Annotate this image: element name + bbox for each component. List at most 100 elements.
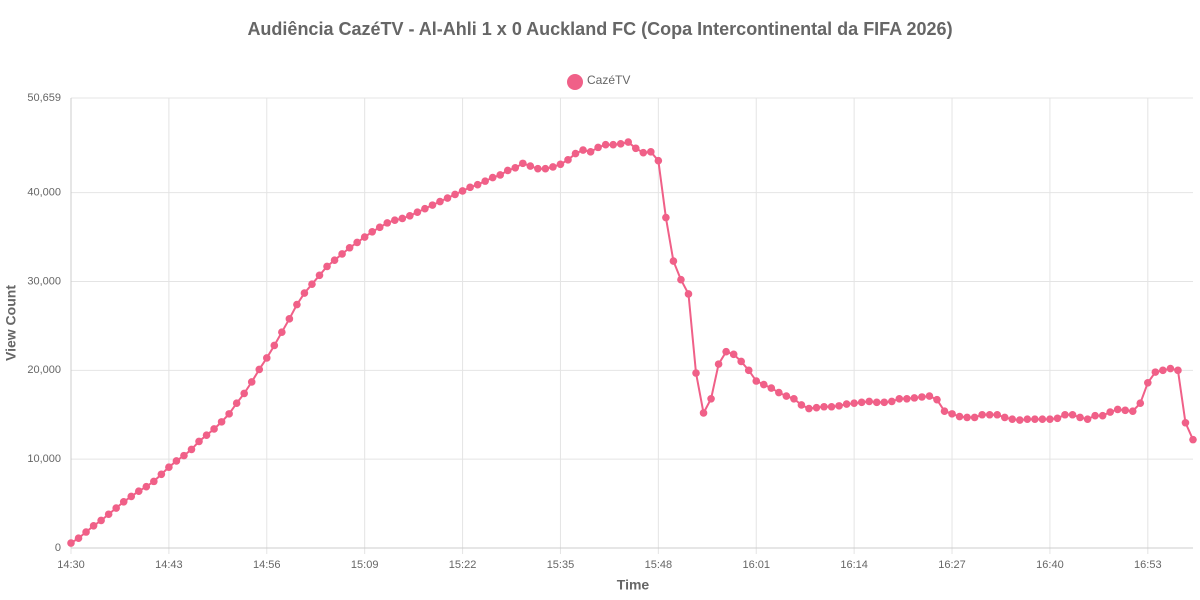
- data-point: [940, 407, 949, 416]
- y-tick-label: 30,000: [27, 275, 61, 287]
- data-point: [300, 289, 309, 297]
- y-tick-label: 40,000: [27, 187, 61, 199]
- data-point: [985, 410, 994, 419]
- data-point: [571, 149, 580, 158]
- data-point: [805, 404, 813, 413]
- data-point: [1136, 399, 1145, 408]
- data-point: [97, 516, 105, 525]
- data-point: [677, 275, 685, 284]
- series-line: [70, 140, 1194, 544]
- data-point: [978, 410, 986, 419]
- x-axis-label: Time: [617, 577, 650, 593]
- data-point: [744, 366, 753, 375]
- data-point: [1053, 414, 1062, 423]
- data-point: [172, 457, 181, 465]
- data-point: [609, 140, 617, 149]
- data-point: [827, 402, 836, 411]
- data-point: [1091, 411, 1099, 420]
- data-point: [104, 510, 113, 519]
- y-tick-label: 50,659: [27, 92, 61, 104]
- data-point: [714, 360, 723, 368]
- data-point: [360, 233, 369, 241]
- data-point: [119, 498, 128, 506]
- data-point: [1121, 406, 1130, 415]
- y-tick-label: 0: [55, 542, 61, 554]
- data-point: [390, 216, 399, 225]
- data-point: [217, 418, 226, 426]
- data-point: [782, 392, 791, 400]
- data-point: [368, 227, 377, 236]
- data-point: [541, 164, 550, 173]
- x-tick-label: 16:40: [1036, 559, 1064, 571]
- data-point: [112, 504, 120, 512]
- data-point: [157, 470, 166, 479]
- chart-title: Audiência CazéTV - Al-Ahli 1 x 0 Aucklan…: [247, 19, 952, 39]
- data-point: [345, 243, 354, 252]
- data-point: [262, 354, 271, 362]
- data-point: [323, 262, 331, 271]
- data-point: [511, 164, 520, 172]
- data-point: [232, 399, 241, 408]
- data-point: [247, 378, 256, 386]
- y-tick-label: 10,000: [27, 453, 61, 465]
- data-point: [669, 257, 678, 265]
- data-point: [1144, 378, 1152, 387]
- data-point: [1174, 366, 1182, 375]
- x-tick-label: 16:53: [1134, 559, 1162, 571]
- data-point: [918, 393, 926, 401]
- legend-marker: [567, 74, 583, 90]
- data-point: [662, 213, 670, 222]
- data-point: [737, 357, 745, 366]
- data-point: [1076, 413, 1084, 422]
- data-point: [910, 394, 919, 402]
- data-point: [1046, 415, 1054, 423]
- data-point: [127, 492, 136, 501]
- data-point: [865, 397, 874, 406]
- data-point: [338, 250, 346, 258]
- x-tick-label: 16:01: [742, 559, 770, 571]
- data-point: [503, 166, 512, 175]
- data-point: [1023, 415, 1032, 423]
- data-point: [993, 410, 1002, 419]
- data-point: [549, 163, 557, 171]
- data-point: [134, 487, 143, 495]
- data-point: [1038, 415, 1047, 423]
- data-point: [443, 194, 452, 202]
- data-point: [925, 392, 934, 400]
- data-point: [970, 413, 979, 422]
- data-point: [473, 180, 482, 189]
- data-point: [270, 341, 279, 350]
- data-point: [255, 365, 264, 374]
- x-tick-label: 15:35: [547, 559, 575, 571]
- data-point: [895, 394, 904, 403]
- data-point: [616, 140, 625, 148]
- data-point: [631, 144, 640, 153]
- data-point: [1068, 410, 1077, 419]
- data-point: [481, 177, 489, 185]
- data-point: [210, 425, 218, 433]
- data-point: [1159, 366, 1167, 375]
- x-tick-label: 14:43: [155, 559, 183, 571]
- data-point: [285, 315, 294, 323]
- data-point: [180, 451, 188, 460]
- data-point: [647, 148, 655, 156]
- data-point: [330, 256, 339, 264]
- data-point: [1181, 418, 1190, 427]
- data-point: [1166, 364, 1175, 373]
- data-point: [458, 187, 467, 195]
- data-point: [1113, 405, 1122, 414]
- data-point: [67, 539, 75, 547]
- data-point: [150, 477, 158, 486]
- data-point: [699, 409, 708, 417]
- data-point: [624, 138, 633, 146]
- x-tick-label: 15:48: [645, 559, 673, 571]
- data-point: [692, 369, 700, 377]
- data-point: [579, 146, 587, 154]
- data-point: [89, 521, 98, 530]
- data-point: [488, 173, 497, 182]
- x-tick-label: 14:56: [253, 559, 281, 571]
- x-tick-label: 16:14: [840, 559, 868, 571]
- data-point: [278, 328, 286, 336]
- data-point: [165, 463, 173, 471]
- data-point: [466, 183, 474, 192]
